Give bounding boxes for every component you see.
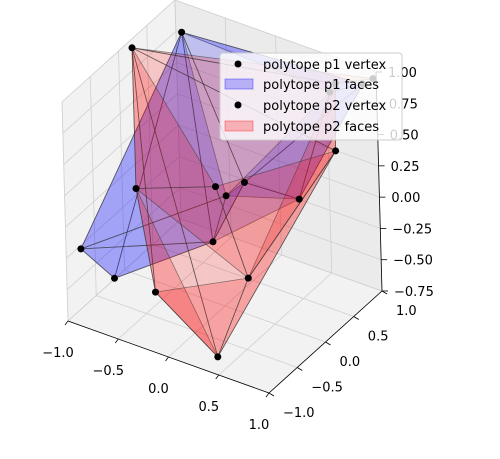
legend-marker-p2-vertex	[234, 101, 242, 109]
z-tick-label: −0.75	[394, 285, 434, 300]
gridline-z-left	[63, 62, 177, 165]
z-tick-label: 0.00	[391, 191, 420, 206]
y-tick-label: 0.0	[340, 355, 361, 370]
polytope-p1-vertex	[295, 195, 303, 203]
polytope-p2-vertex	[128, 44, 136, 52]
y-tick-label: −1.0	[283, 406, 315, 421]
legend-frame	[219, 52, 403, 141]
polytope-p2-vertex	[332, 147, 340, 155]
polytope-p2-vertex	[152, 288, 159, 296]
polytope-p1-vertex	[77, 245, 85, 253]
polytope-p2-vertex	[244, 274, 252, 282]
y-tick-label-mark	[353, 316, 359, 320]
gridline-z-back	[178, 124, 380, 198]
gridline-y-wall	[89, 76, 97, 296]
polytope-p1-vertex	[178, 28, 186, 36]
legend-label-p2-vertex: polytope p2 vertex	[263, 99, 387, 114]
y-tick-label: 0.5	[368, 330, 389, 345]
x-tick-label: −0.5	[93, 364, 125, 379]
y-tick-label-mark	[325, 341, 331, 346]
y-tick-label: 1.0	[396, 304, 417, 319]
gridline-z-back	[180, 187, 382, 261]
x-tick-label-mark	[64, 320, 69, 326]
y-tick-label-mark	[268, 392, 275, 397]
polytope-p1-vertex	[111, 274, 118, 282]
polytope-vertices	[77, 28, 377, 361]
legend-patch-p2-faces	[224, 120, 254, 132]
x-tick-label-mark	[215, 374, 220, 380]
x-tick-label-mark	[114, 338, 119, 344]
gridline-y-wall	[146, 25, 154, 245]
y-tick-label-mark	[381, 290, 388, 295]
gridline-y-wall	[174, 0, 182, 220]
x-tick-label: 0.0	[148, 382, 169, 397]
gridline-y-wall	[61, 101, 69, 322]
legend-label-p1-vertex: polytope p1 vertex	[263, 58, 387, 73]
polytope-p2-face	[154, 277, 249, 358]
gridline-y-floor	[152, 244, 354, 317]
x-tick-label: −1.0	[42, 346, 74, 361]
y-tick-label-mark	[297, 367, 303, 371]
z-tick-label: −0.50	[393, 254, 433, 269]
polytope-p2-vertex	[214, 353, 222, 361]
legend: polytope p1 vertex polytope p1 faces pol…	[219, 52, 403, 141]
polytope-p1-vertex	[241, 178, 248, 186]
gridline-z-left	[67, 218, 182, 322]
polytope-p1-face	[80, 31, 227, 250]
legend-label-p2-faces: polytope p2 faces	[263, 120, 379, 135]
polytope-p1-face	[212, 182, 245, 242]
x-tick-label: 1.0	[249, 418, 270, 433]
gridline-z-back	[180, 218, 383, 292]
polytope-p2-face	[134, 186, 250, 280]
z-tick-label: −0.25	[392, 222, 432, 237]
y-tick-label: −0.5	[311, 381, 343, 396]
legend-patch-p1-faces	[224, 78, 254, 90]
gridline-z-left	[66, 187, 181, 291]
gridline-z-left	[65, 124, 179, 228]
legend-marker-p1-vertex	[234, 60, 242, 68]
gridline-z-left	[62, 30, 177, 134]
gridline-y-floor	[124, 269, 326, 343]
gridline-z-back	[179, 156, 381, 229]
x-tick-label-mark	[165, 356, 169, 362]
polytope-p1-vertex	[222, 192, 230, 200]
gridline-y-floor	[96, 295, 298, 368]
polytope-p2-vertex	[132, 185, 140, 192]
polytope-p1-vertex	[209, 238, 217, 246]
gridline-z-left	[64, 93, 178, 197]
polytope-p2-vertex	[212, 183, 219, 191]
gridline-z-left	[61, 0, 176, 103]
gridline-z-left	[66, 156, 180, 259]
x-tick-label: 0.5	[198, 400, 219, 415]
tick-labels: −1.0 −0.5 0.0 0.5 1.0 −1.0 −0.5 0.0 0.5 1.0 −0.75 −…	[42, 66, 434, 433]
z-tick-label: 0.25	[391, 160, 420, 175]
legend-label-p1-faces: polytope p1 faces	[263, 78, 379, 93]
x-tick-label-mark	[265, 392, 270, 398]
